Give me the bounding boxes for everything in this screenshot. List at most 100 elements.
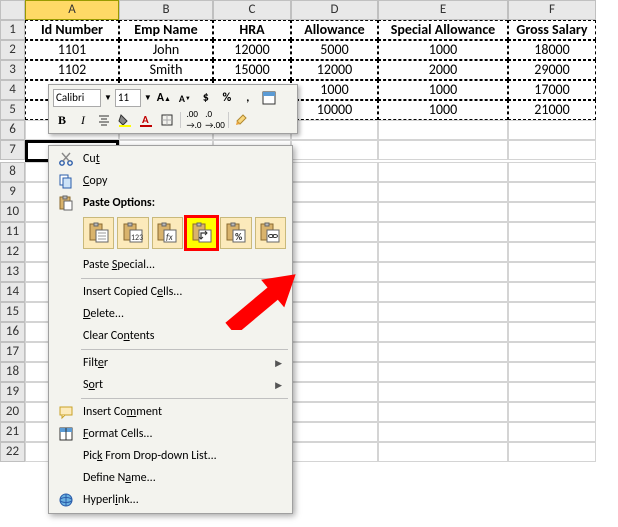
cell-e12[interactable] [378, 242, 508, 262]
cell-d1[interactable]: Allowance [291, 20, 378, 40]
cell-d17[interactable] [291, 342, 378, 362]
cell-d3[interactable]: 12000 [291, 60, 378, 80]
cell-b1[interactable]: Emp Name [119, 20, 213, 40]
cell-f3[interactable]: 29000 [508, 60, 596, 80]
percent-format-icon[interactable]: % [218, 89, 236, 107]
menu-delete[interactable]: Delete... [51, 303, 290, 325]
cell-e13[interactable] [378, 262, 508, 282]
row-header-11[interactable]: 11 [0, 222, 25, 242]
row-header-13[interactable]: 13 [0, 262, 25, 282]
cell-e22[interactable] [378, 442, 508, 462]
row-header-14[interactable]: 14 [0, 282, 25, 302]
cell-f7[interactable] [508, 140, 596, 160]
col-header-e[interactable]: E [378, 0, 508, 20]
row-header-19[interactable]: 19 [0, 382, 25, 402]
menu-define-name[interactable]: Define Name... [51, 467, 290, 489]
cell-f13[interactable] [508, 262, 596, 282]
row-header-2[interactable]: 2 [0, 40, 25, 60]
cell-e5[interactable]: 1000 [378, 100, 508, 120]
cell-e16[interactable] [378, 322, 508, 342]
cell-f1[interactable]: Gross Salary [508, 20, 596, 40]
cell-d9[interactable] [291, 182, 378, 202]
cell-f6[interactable] [508, 120, 596, 140]
cell-f12[interactable] [508, 242, 596, 262]
cell-f4[interactable]: 17000 [508, 80, 596, 100]
borders-icon[interactable] [158, 111, 176, 129]
cell-f5[interactable]: 21000 [508, 100, 596, 120]
cell-f10[interactable] [508, 202, 596, 222]
cell-e2[interactable]: 1000 [378, 40, 508, 60]
cell-d20[interactable] [291, 402, 378, 422]
col-header-c[interactable]: C [213, 0, 291, 20]
row-header-5[interactable]: 5 [0, 100, 25, 120]
cell-d18[interactable] [291, 362, 378, 382]
menu-pick-list[interactable]: Pick From Drop-down List... [51, 445, 290, 467]
cell-e1[interactable]: Special Allowance [378, 20, 508, 40]
italic-icon[interactable]: I [74, 111, 92, 129]
cell-d8[interactable] [291, 162, 378, 182]
row-header-16[interactable]: 16 [0, 322, 25, 342]
cell-a1[interactable]: Id Number [25, 20, 119, 40]
cell-d15[interactable] [291, 302, 378, 322]
cell-b2[interactable]: John [119, 40, 213, 60]
col-header-d[interactable]: D [291, 0, 378, 20]
cell-d22[interactable] [291, 442, 378, 462]
font-size-combo[interactable]: 11 [115, 89, 141, 107]
cell-e10[interactable] [378, 202, 508, 222]
cell-f9[interactable] [508, 182, 596, 202]
cell-f16[interactable] [508, 322, 596, 342]
row-header-20[interactable]: 20 [0, 402, 25, 422]
cell-f11[interactable] [508, 222, 596, 242]
cell-d4[interactable]: 1000 [291, 80, 378, 100]
menu-paste-special[interactable]: Paste Special... [51, 254, 290, 276]
cell-f8[interactable] [508, 162, 596, 182]
center-align-icon[interactable] [95, 111, 113, 129]
cell-c1[interactable]: HRA [213, 20, 291, 40]
cell-e19[interactable] [378, 382, 508, 402]
menu-cut[interactable]: Cut [51, 148, 290, 170]
cell-c3[interactable]: 15000 [213, 60, 291, 80]
cell-e3[interactable]: 2000 [378, 60, 508, 80]
menu-insert-comment[interactable]: Insert Comment [51, 401, 290, 423]
row-header-17[interactable]: 17 [0, 342, 25, 362]
cell-e6[interactable] [378, 120, 508, 140]
row-header-15[interactable]: 15 [0, 302, 25, 322]
cell-d12[interactable] [291, 242, 378, 262]
paste-transpose-button[interactable] [186, 217, 217, 249]
accounting-format-icon[interactable]: $ [197, 89, 215, 107]
row-header-8[interactable]: 8 [0, 162, 25, 182]
cell-e11[interactable] [378, 222, 508, 242]
increase-decimal-icon[interactable]: .00→.0 [185, 111, 203, 129]
row-header-9[interactable]: 9 [0, 182, 25, 202]
row-header-12[interactable]: 12 [0, 242, 25, 262]
cell-f18[interactable] [508, 362, 596, 382]
cell-b3[interactable]: Smith [119, 60, 213, 80]
cell-e18[interactable] [378, 362, 508, 382]
increase-font-icon[interactable]: A▲ [155, 89, 173, 107]
row-header-3[interactable]: 3 [0, 60, 25, 80]
cell-d5[interactable]: 10000 [291, 100, 378, 120]
row-header-1[interactable]: 1 [0, 20, 25, 40]
format-painter-icon[interactable] [233, 111, 251, 129]
decrease-decimal-icon[interactable]: .0→.00 [206, 111, 224, 129]
cell-d10[interactable] [291, 202, 378, 222]
cell-f19[interactable] [508, 382, 596, 402]
cell-d7[interactable] [291, 140, 378, 160]
cell-f21[interactable] [508, 422, 596, 442]
cell-f17[interactable] [508, 342, 596, 362]
decrease-font-icon[interactable]: A▼ [176, 89, 194, 107]
cell-d6[interactable] [291, 120, 378, 140]
cell-d13[interactable] [291, 262, 378, 282]
col-header-f[interactable]: F [508, 0, 596, 20]
cell-f15[interactable] [508, 302, 596, 322]
cell-d14[interactable] [291, 282, 378, 302]
cell-c2[interactable]: 12000 [213, 40, 291, 60]
cell-e15[interactable] [378, 302, 508, 322]
menu-copy[interactable]: Copy [51, 170, 290, 192]
menu-hyperlink[interactable]: Hyperlink... [51, 489, 290, 511]
cell-f22[interactable] [508, 442, 596, 462]
menu-clear-contents[interactable]: Clear Contents [51, 325, 290, 347]
bold-icon[interactable]: B [53, 111, 71, 129]
font-name-combo[interactable]: Calibri [53, 89, 101, 107]
cell-d2[interactable]: 5000 [291, 40, 378, 60]
